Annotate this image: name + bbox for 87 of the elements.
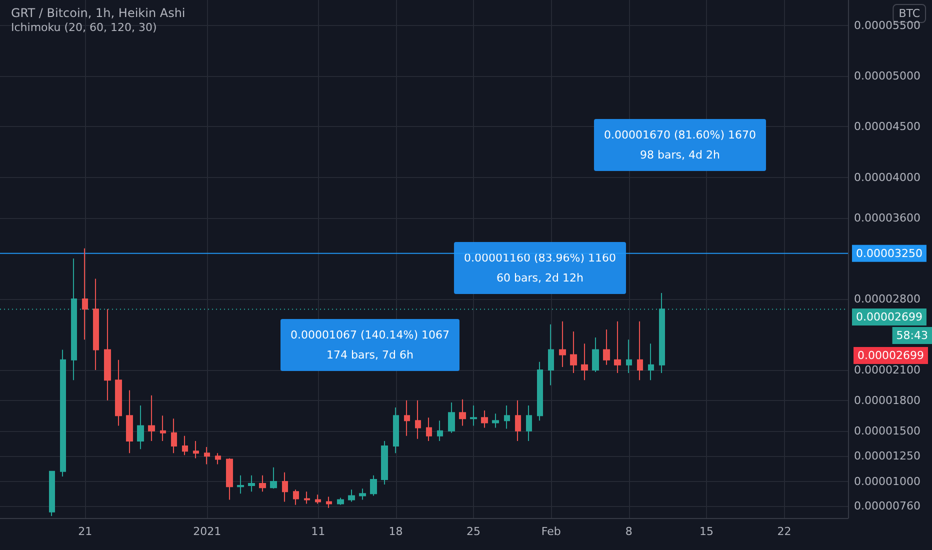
annotation: 0.00001160 (83.96%) 1160 60 bars, 2d 12h (464, 252, 616, 284)
candlestick (559, 320, 566, 368)
text: BTC (898, 7, 920, 20)
y-tick-label: 0.00002800 (854, 292, 920, 306)
candlestick (448, 402, 455, 434)
y-tick-label: 0.00004000 (854, 170, 920, 184)
y-tick-label: 0.00005000 (854, 70, 920, 83)
candlestick (237, 474, 244, 494)
candlestick (659, 292, 665, 374)
candlestick (614, 320, 621, 374)
candlestick (215, 452, 221, 465)
x-tick-label: Feb (541, 525, 561, 538)
candlestick (248, 474, 255, 492)
candlestick (337, 497, 344, 506)
ref-line-label: 0.00003250 (856, 246, 922, 260)
candlestick (82, 248, 88, 340)
candlestick (359, 488, 366, 500)
annotation: 0.00001067 (140.14%) 1067 174 bars, 7d 6h (290, 328, 450, 362)
y-tick-label: 0.00005500 (854, 18, 920, 32)
candlestick (282, 472, 288, 502)
text: 58:43 (896, 329, 928, 342)
y-tick-label: 0.00001500 (854, 424, 920, 438)
candlestick (592, 337, 599, 373)
candlestick (148, 394, 155, 442)
text: 0.00002699 (858, 349, 924, 362)
candlestick (404, 400, 410, 436)
candlestick (381, 440, 388, 486)
y-tick-label: 0.00000760 (854, 499, 920, 512)
candlestick (182, 435, 188, 456)
candlestick (304, 491, 310, 504)
x-tick-label: 2021 (193, 525, 222, 538)
candlestick (537, 361, 543, 422)
candlestick (526, 404, 532, 442)
candlestick (104, 308, 111, 401)
x-tick-label: 22 (777, 525, 792, 538)
candlestick (415, 400, 421, 440)
candlestick (49, 470, 55, 516)
candlestick (504, 404, 510, 430)
candlestick (459, 398, 466, 426)
x-tick-label: 18 (388, 525, 403, 538)
text: GRT / Bitcoin, 1h, Heikin Ashi (11, 6, 186, 20)
candlestick (71, 258, 77, 381)
y-tick-label: 0.00003600 (854, 211, 920, 224)
candlestick (626, 339, 632, 374)
y-tick-label: 0.00001800 (854, 394, 920, 407)
y-tick-label: 0.00004500 (854, 120, 920, 134)
candlestick (370, 474, 377, 496)
candlestick (603, 328, 610, 366)
candlestick (315, 494, 321, 504)
x-tick-label: 11 (311, 525, 326, 538)
candlestick (226, 458, 233, 500)
candlestick (60, 349, 66, 477)
candlestick (648, 343, 654, 381)
candlestick (293, 489, 299, 506)
y-tick-label: 0.00002100 (854, 364, 920, 376)
candlestick (270, 466, 277, 490)
candlestick (160, 415, 166, 442)
candlestick (515, 400, 521, 442)
y-tick-label: 0.00001250 (854, 450, 920, 463)
x-tick-label: 25 (466, 525, 480, 538)
candlestick (204, 446, 210, 465)
candlestick (570, 330, 577, 374)
x-tick-label: 21 (78, 525, 92, 538)
candlestick (171, 418, 177, 454)
candlestick (126, 390, 133, 454)
candlestick (137, 404, 144, 450)
annotation: 0.00001670 (81.60%) 1670 98 bars, 4d 2h (604, 128, 756, 162)
ref-line-label: 0.00002699 (856, 310, 922, 324)
candlestick (193, 440, 199, 459)
candlestick (548, 324, 554, 386)
candlestick (481, 410, 488, 428)
candlestick (93, 278, 99, 370)
candlestick (470, 404, 477, 426)
candlestick (348, 489, 355, 502)
candlestick (637, 320, 643, 381)
candlestick (259, 474, 266, 492)
text: Ichimoku (20, 60, 120, 30) (11, 21, 157, 34)
candlestick (393, 407, 399, 454)
candlestick (581, 343, 588, 381)
candlestick (437, 420, 443, 442)
candlestick (492, 413, 499, 428)
candlestick (326, 496, 332, 508)
x-tick-label: 15 (700, 525, 714, 538)
candlestick (426, 417, 432, 442)
candlestick (115, 359, 122, 426)
y-tick-label: 0.00001000 (854, 475, 920, 488)
x-tick-label: 8 (625, 525, 632, 538)
